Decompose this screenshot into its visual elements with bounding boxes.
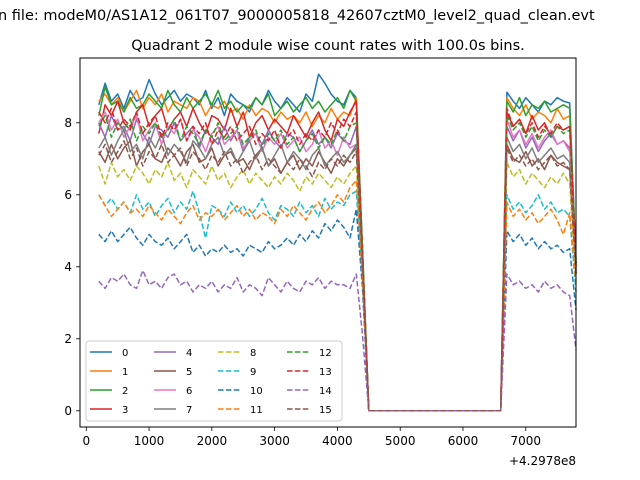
y-tick-label: 0 bbox=[64, 404, 72, 418]
legend-label-9: 9 bbox=[250, 367, 256, 378]
x-tick-label: 3000 bbox=[259, 434, 290, 448]
series-line-15 bbox=[98, 140, 577, 412]
legend-label-3: 3 bbox=[122, 405, 128, 416]
legend-label-8: 8 bbox=[250, 348, 256, 359]
legend-label-0: 0 bbox=[122, 348, 128, 359]
x-axis: 0 1000 2000 3000 4000 5000 6000 7000 bbox=[82, 427, 541, 448]
legend-label-2: 2 bbox=[122, 386, 128, 397]
x-tick-label: 1000 bbox=[134, 434, 165, 448]
legend-label-4: 4 bbox=[186, 348, 192, 359]
legend-label-11: 11 bbox=[250, 405, 263, 416]
x-offset-label: +4.2978e8 bbox=[509, 454, 576, 468]
y-axis: 0 2 4 6 8 bbox=[64, 116, 80, 418]
plot-frame bbox=[79, 57, 577, 428]
legend-label-1: 1 bbox=[122, 367, 128, 378]
legend-label-12: 12 bbox=[319, 348, 332, 359]
legend-label-10: 10 bbox=[250, 386, 263, 397]
x-tick-label: 0 bbox=[82, 434, 90, 448]
y-tick-label: 8 bbox=[64, 116, 72, 130]
chart-suptitle: n file: modeM0/AS1A12_061T07_9000005818_… bbox=[0, 8, 595, 24]
legend-label-7: 7 bbox=[186, 405, 192, 416]
series-line-8 bbox=[98, 161, 577, 412]
legend-label-5: 5 bbox=[186, 367, 192, 378]
plot-area bbox=[98, 73, 577, 412]
x-tick-label: 6000 bbox=[448, 434, 479, 448]
legend-label-13: 13 bbox=[319, 367, 332, 378]
y-tick-label: 6 bbox=[64, 188, 72, 202]
legend-label-14: 14 bbox=[319, 386, 332, 397]
legend-box bbox=[85, 340, 343, 422]
y-tick-label: 4 bbox=[64, 260, 72, 274]
x-tick-label: 7000 bbox=[510, 434, 541, 448]
chart-title: Quadrant 2 module wise count rates with … bbox=[131, 38, 525, 54]
y-tick-label: 2 bbox=[64, 332, 72, 346]
x-tick-label: 2000 bbox=[197, 434, 228, 448]
legend-label-15: 15 bbox=[319, 405, 332, 416]
x-tick-label: 4000 bbox=[322, 434, 353, 448]
legend-label-6: 6 bbox=[186, 386, 192, 397]
x-tick-label: 5000 bbox=[385, 434, 416, 448]
